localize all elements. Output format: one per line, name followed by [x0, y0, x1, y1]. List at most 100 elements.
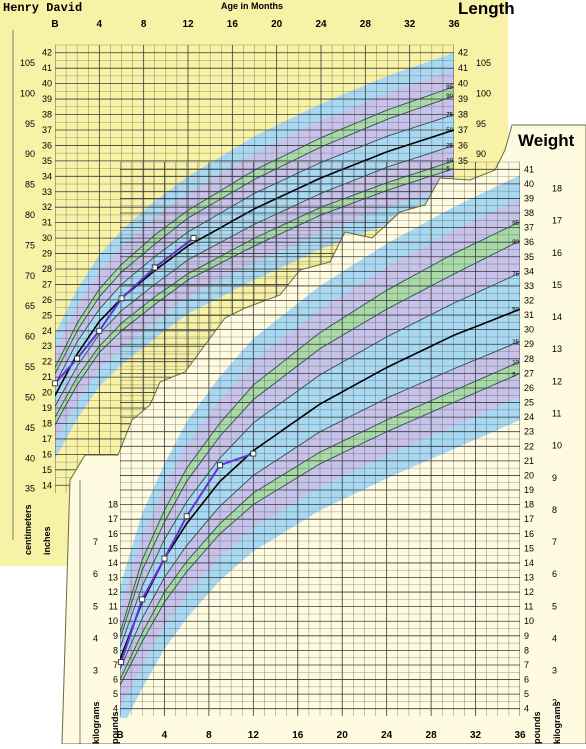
length-patient-point	[74, 355, 81, 362]
patient-name: Henry David	[3, 1, 83, 15]
length-x-tick: 36	[448, 19, 460, 30]
weight-patient-point	[183, 513, 190, 520]
length-cm-tick: 55	[25, 362, 35, 372]
weight-lb-tick: 14	[108, 558, 118, 568]
length-cm-tick: 70	[25, 271, 35, 281]
weight-lb-tick-right: 35	[524, 252, 534, 262]
weight-lb-right-label: pounds	[532, 712, 542, 745]
weight-kg-tick: 6	[93, 569, 98, 579]
length-patient-point	[190, 235, 197, 242]
length-in-tick-right: 35	[458, 156, 468, 166]
weight-kg-tick-right: 10	[552, 441, 562, 451]
weight-lb-tick-right: 31	[524, 310, 534, 320]
length-in-tick: 39	[42, 94, 52, 104]
weight-lb-tick-right: 39	[524, 193, 534, 203]
weight-kg-tick: 7	[93, 537, 98, 547]
weight-kg-tick-right: 17	[552, 216, 562, 226]
length-patient-line	[54, 237, 195, 384]
length-percentile-75	[55, 114, 454, 386]
length-in-tick-right: 37	[458, 125, 468, 135]
weight-lb-tick-right: 38	[524, 208, 534, 218]
length-in-tick-right: 41	[458, 63, 468, 73]
length-in-tick: 36	[42, 140, 52, 150]
weight-kg-tick: 3	[93, 666, 98, 676]
length-cm-tick: 100	[20, 88, 35, 98]
length-percentile-label: 25	[446, 143, 453, 149]
weight-kg-tick-right: 18	[552, 183, 562, 193]
weight-percentile-label: 25	[512, 340, 519, 346]
length-percentile-10	[55, 160, 454, 418]
length-x-tick: B	[51, 19, 58, 30]
length-in-tick: 28	[42, 264, 52, 274]
weight-kg-tick-right: 5	[552, 601, 557, 611]
weight-x-tick: 28	[426, 730, 438, 741]
weight-patient-point	[139, 596, 146, 603]
weight-lb-tick: 16	[108, 529, 118, 539]
length-cm-tick-right: 100	[476, 88, 491, 98]
weight-x-tick: 4	[162, 730, 168, 741]
length-cm-tick: 65	[25, 301, 35, 311]
weight-kg-tick: 5	[93, 601, 98, 611]
length-percentile-label: 10	[446, 159, 453, 165]
weight-lb-tick-right: 29	[524, 339, 534, 349]
weight-kg-tick-right: 16	[552, 248, 562, 258]
in-axis-label: inches	[42, 526, 52, 555]
length-in-tick-right: 36	[458, 140, 468, 150]
weight-lb-tick-right: 13	[524, 573, 534, 583]
length-cm-tick-right: 105	[476, 58, 491, 68]
length-cm-tick: 105	[20, 58, 35, 68]
weight-lb-tick-right: 41	[524, 164, 534, 174]
length-title: Length	[458, 0, 515, 18]
length-cm-tick: 85	[25, 180, 35, 190]
weight-patient-point	[161, 555, 168, 562]
weight-lb-tick-right: 23	[524, 427, 534, 437]
weight-kg-tick-right: 11	[552, 408, 561, 418]
length-percentile-95	[55, 86, 454, 369]
weight-lb-tick-right: 20	[524, 470, 534, 480]
length-cm-tick: 45	[25, 423, 35, 433]
length-in-tick: 14	[42, 480, 52, 490]
length-percentile-label: 95	[446, 85, 453, 91]
weight-lb-tick-right: 36	[524, 237, 534, 247]
weight-kg-tick-right: 8	[552, 505, 557, 515]
weight-lb-tick-right: 26	[524, 383, 534, 393]
length-cm-tick: 50	[25, 392, 35, 402]
weight-lb-tick-right: 10	[524, 616, 534, 626]
weight-percentile-10	[120, 361, 520, 680]
weight-kg-tick-right: 14	[552, 312, 562, 322]
weight-lb-tick-right: 5	[524, 689, 529, 699]
weight-lb-tick-right: 15	[524, 543, 534, 553]
length-in-tick-right: 42	[458, 48, 468, 58]
length-in-tick: 42	[42, 48, 52, 58]
length-percentile-90	[55, 95, 454, 375]
length-x-tick: 24	[315, 19, 327, 30]
length-in-tick: 19	[42, 403, 52, 413]
lb-axis-label: pounds	[110, 712, 120, 745]
weight-lb-tick-right: 28	[524, 354, 534, 364]
length-percentile-5	[55, 168, 454, 426]
weight-lb-tick: 5	[113, 689, 118, 699]
weight-lb-tick-right: 27	[524, 368, 534, 378]
weight-lb-tick-right: 18	[524, 500, 534, 510]
weight-x-tick: 32	[470, 730, 482, 741]
length-in-tick: 34	[42, 171, 52, 181]
length-percentile-label: 50	[446, 128, 453, 134]
weight-kg-tick-right: 6	[552, 569, 557, 579]
length-patient-point	[96, 327, 103, 334]
weight-lb-tick: 13	[108, 573, 118, 583]
length-in-tick: 32	[42, 202, 52, 212]
weight-kg-tick-right: 13	[552, 344, 562, 354]
length-in-tick-right: 39	[458, 94, 468, 104]
weight-lb-tick-right: 16	[524, 529, 534, 539]
length-in-tick: 21	[42, 372, 52, 382]
weight-lb-tick-right: 4	[524, 704, 529, 714]
weight-lb-tick-right: 21	[524, 456, 534, 466]
weight-lb-tick-right: 37	[524, 223, 534, 233]
length-x-tick: 28	[360, 19, 372, 30]
weight-lb-tick-right: 11	[524, 602, 533, 612]
length-in-tick: 15	[42, 465, 52, 475]
length-patient-point	[52, 380, 58, 387]
